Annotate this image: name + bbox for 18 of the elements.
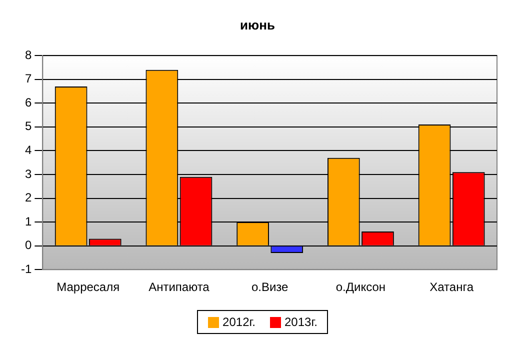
x-tick-label: Марресаля — [56, 280, 120, 294]
y-tick-label: 6 — [24, 95, 32, 110]
y-tick-label: 3 — [24, 166, 32, 181]
x-tick-label: Хатанга — [430, 280, 474, 294]
y-tick-label: 8 — [24, 48, 32, 62]
x-tick-label: о.Визе — [251, 280, 289, 294]
legend-label: 2012г. — [222, 315, 256, 329]
y-tick-label: 0 — [24, 238, 32, 252]
y-tick-label: 5 — [24, 119, 32, 134]
y-tick-label: 1 — [24, 214, 32, 228]
legend-label: 2013г. — [284, 315, 318, 329]
y-tick-label: 7 — [24, 72, 32, 86]
chart-title: июнь — [240, 17, 275, 32]
x-tick-label: Антипаюта — [148, 280, 210, 294]
y-tick-label: 4 — [24, 143, 32, 158]
x-tick-label: о.Диксон — [336, 280, 386, 294]
y-tick-label: -1 — [21, 262, 32, 276]
y-tick-label: 2 — [24, 190, 32, 205]
